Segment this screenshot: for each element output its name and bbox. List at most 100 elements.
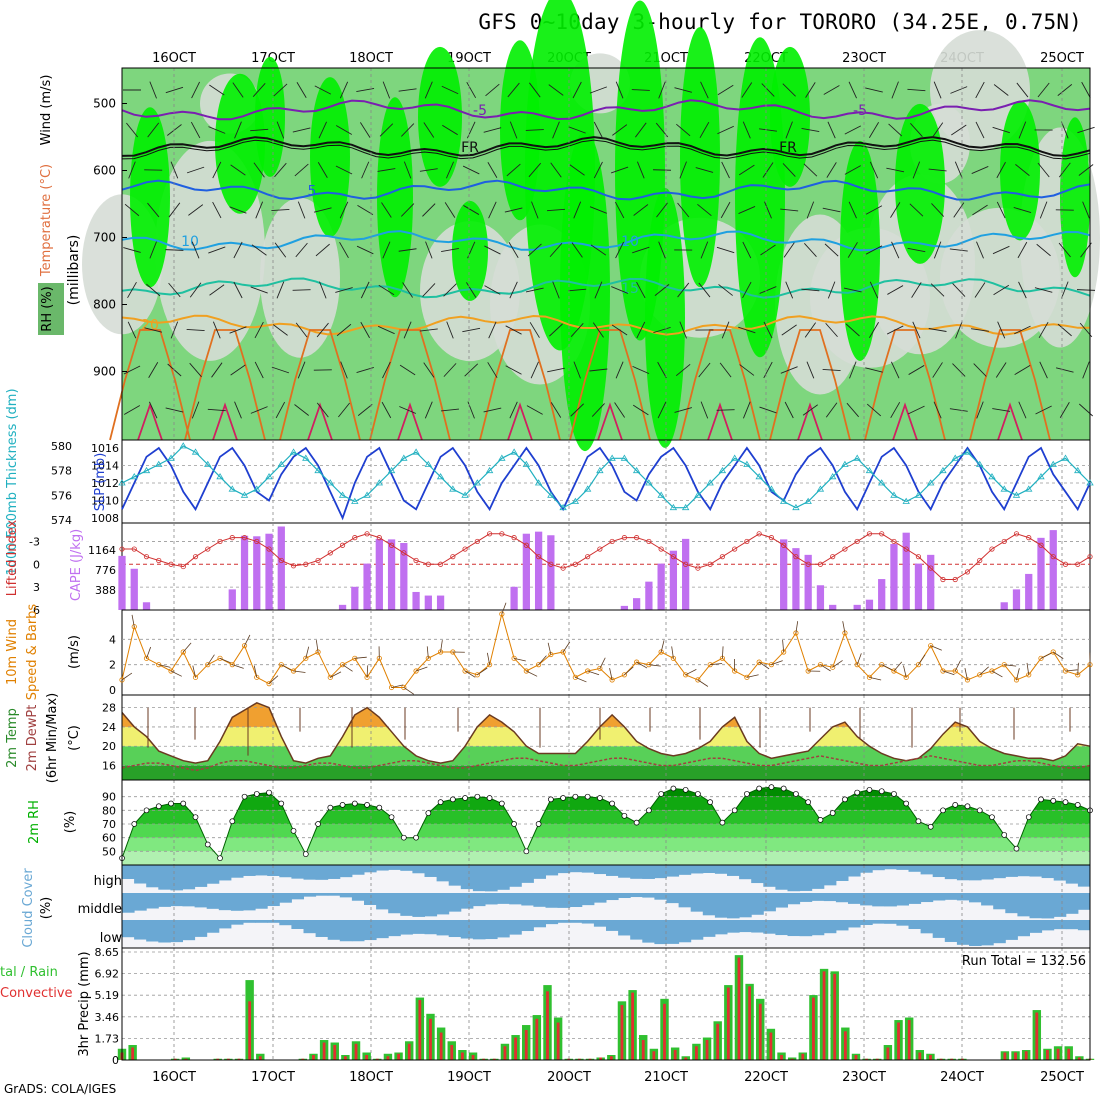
cloud-cell bbox=[412, 865, 425, 874]
lifted-index-marker bbox=[768, 535, 775, 541]
cloud-cell bbox=[327, 920, 341, 940]
lifted-index-marker bbox=[732, 546, 738, 552]
precip-convective-bar bbox=[673, 1050, 677, 1060]
precip-convective-bar bbox=[354, 1043, 358, 1060]
wind-barb bbox=[1058, 162, 1071, 178]
hot-contour bbox=[892, 402, 918, 441]
precip-convective-bar bbox=[184, 1058, 188, 1060]
li-tick: 0 bbox=[33, 558, 40, 571]
date-label-bottom: 17OCT bbox=[251, 1070, 295, 1085]
lifted-index-marker bbox=[437, 561, 444, 567]
cloud-cell bbox=[714, 893, 728, 918]
cloud-cell bbox=[969, 865, 982, 881]
wind-barb bbox=[250, 128, 269, 132]
lifted-index-marker bbox=[683, 561, 689, 567]
wind10m-barb bbox=[403, 687, 414, 695]
cape-bar bbox=[522, 533, 530, 610]
wind-barb bbox=[615, 361, 624, 379]
wind-barb bbox=[631, 89, 650, 91]
cloud-cell bbox=[255, 865, 268, 876]
wind-barb bbox=[313, 207, 332, 213]
thickness-marker bbox=[1037, 473, 1045, 480]
wind-barb bbox=[149, 401, 158, 419]
precip-tick: 0 bbox=[112, 1054, 119, 1067]
cloud-cell bbox=[533, 920, 546, 928]
cloud-cell bbox=[932, 920, 946, 938]
precip-convective-bar bbox=[216, 1058, 220, 1060]
cloud-cell bbox=[1053, 893, 1067, 917]
precip-convective-bar bbox=[333, 1045, 337, 1060]
temp2m-tick: 24 bbox=[102, 721, 116, 734]
wind10m-barb bbox=[903, 665, 907, 678]
hot-contour bbox=[212, 402, 238, 441]
wind10m-marker bbox=[192, 674, 199, 680]
wind-barb bbox=[529, 322, 540, 338]
lifted-index-marker bbox=[830, 554, 836, 560]
wind-barb bbox=[700, 401, 709, 419]
wind-barb bbox=[423, 122, 435, 138]
wind10m-marker bbox=[928, 643, 934, 649]
wind-barb bbox=[340, 361, 348, 379]
wind-barb bbox=[992, 408, 1011, 412]
cloud-cell bbox=[944, 920, 958, 942]
lifted-index-marker bbox=[486, 531, 493, 537]
wind-barb bbox=[782, 163, 796, 177]
cloud-cell bbox=[896, 865, 909, 870]
pressure-tick: 700 bbox=[93, 231, 116, 245]
wind10m-barb bbox=[624, 666, 634, 676]
wind-barb bbox=[485, 83, 500, 97]
wind-barb bbox=[887, 285, 904, 295]
rh2m-marker bbox=[695, 791, 701, 797]
precip-convective-bar bbox=[471, 1055, 475, 1060]
wind-barb bbox=[505, 325, 522, 335]
thickness-marker bbox=[645, 479, 653, 486]
precip-convective-bar bbox=[695, 1046, 698, 1060]
precip-convective-bar bbox=[226, 1058, 230, 1060]
temp2m-units-label: (°C) bbox=[67, 725, 82, 751]
wind-barb bbox=[571, 242, 583, 258]
cloud-cell bbox=[1053, 865, 1067, 881]
wind10m-barb bbox=[330, 671, 342, 678]
rh2m-marker bbox=[449, 796, 456, 803]
wind-barb bbox=[992, 245, 1010, 255]
thickness-marker bbox=[669, 503, 678, 511]
wind-barb bbox=[720, 201, 731, 219]
rh-moist-streak bbox=[895, 103, 945, 264]
cloud-cell bbox=[412, 893, 425, 917]
lifted-index-marker bbox=[1013, 531, 1020, 537]
cloud-cell bbox=[908, 865, 922, 872]
wind10m-marker bbox=[634, 659, 640, 665]
wind-barb bbox=[446, 321, 454, 339]
cloud-cell bbox=[557, 920, 571, 923]
rh2m-marker bbox=[584, 793, 591, 800]
thickness-marker bbox=[841, 460, 849, 467]
wind10m-barb bbox=[268, 675, 279, 684]
precip-tick: 8.65 bbox=[95, 946, 120, 959]
cloud-cell bbox=[714, 920, 728, 935]
wind-barb bbox=[657, 401, 667, 419]
wind-barb bbox=[827, 121, 836, 139]
wind10m-barb bbox=[158, 664, 171, 668]
cloud-cell bbox=[376, 893, 389, 910]
wind-barb bbox=[971, 328, 989, 332]
rh2m-marker bbox=[878, 788, 885, 795]
wind10m-tick: 4 bbox=[109, 633, 116, 646]
cloud-cell bbox=[388, 893, 401, 914]
wind10m-barb bbox=[782, 640, 785, 653]
wind-barb bbox=[335, 125, 353, 135]
precip-convective-bar bbox=[1046, 1050, 1049, 1060]
wind-barb bbox=[974, 282, 986, 298]
wind-barb bbox=[699, 121, 710, 139]
thickness-marker bbox=[473, 479, 482, 486]
thickness-marker bbox=[804, 497, 812, 504]
wind-barb bbox=[229, 326, 247, 334]
cloud-cell bbox=[775, 893, 788, 908]
wind-barb bbox=[466, 282, 477, 298]
wind-barb bbox=[339, 241, 349, 259]
thickness-marker bbox=[951, 454, 959, 461]
wind-barb bbox=[972, 204, 988, 216]
cloud-cell bbox=[351, 865, 365, 875]
wind-barb bbox=[191, 81, 200, 99]
wind10m-barb bbox=[599, 657, 606, 669]
cloud-cell bbox=[739, 920, 752, 933]
